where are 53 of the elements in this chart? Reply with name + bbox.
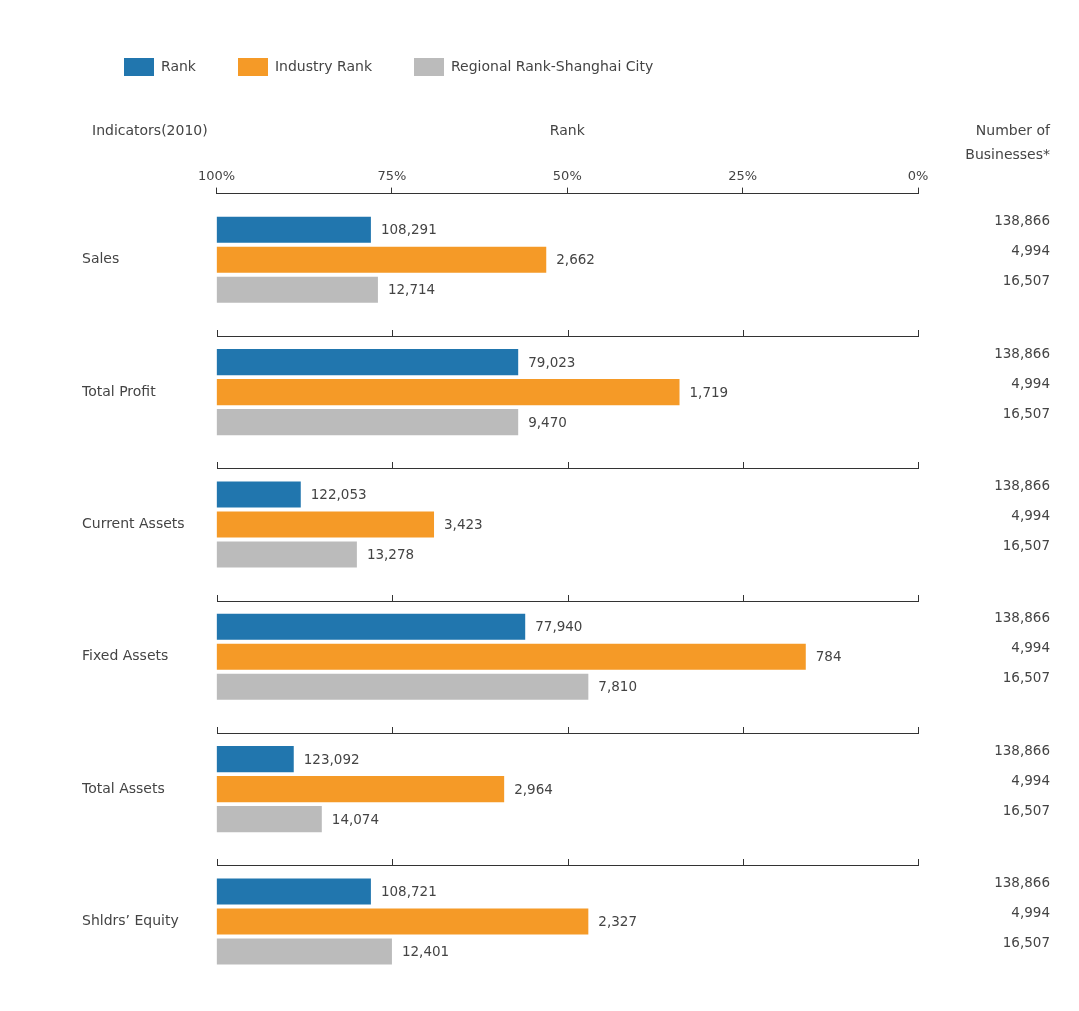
annotation: 2,327 — [598, 912, 637, 929]
annotation: 108,291 — [380, 221, 437, 238]
text: 4,994 — [1011, 506, 1050, 523]
annotation: 108,721 — [380, 882, 437, 899]
text: 138,866 — [994, 609, 1050, 626]
text: 16,507 — [1002, 669, 1050, 686]
y-tick-label: Total Assets — [81, 779, 165, 796]
text: 4,994 — [1011, 771, 1050, 788]
x-tick-label: 75% — [377, 168, 407, 184]
annotation: 2,662 — [556, 251, 595, 268]
text: 4,994 — [1011, 374, 1050, 391]
y-tick-label: Current Assets — [82, 515, 185, 532]
annotation: 123,092 — [303, 750, 360, 767]
x-tick-label: 100% — [198, 168, 236, 184]
x-axis-title: Rank — [549, 122, 586, 139]
annotation: 122,053 — [310, 485, 367, 502]
x-tick-label: 0% — [907, 168, 929, 184]
y2-axis-title: Number of Businesses* — [965, 122, 1052, 163]
text: 138,866 — [994, 476, 1050, 493]
text: 138,866 — [994, 741, 1050, 758]
x-tick-label: 50% — [552, 168, 582, 184]
text: 16,507 — [1002, 272, 1050, 289]
annotation: 784 — [815, 648, 842, 665]
annotation: 1,719 — [689, 383, 729, 400]
y-tick-label: Total Profit — [81, 382, 157, 399]
annotation: 7,810 — [598, 678, 637, 695]
legend-label: Regional Rank-Shanghai City — [451, 57, 654, 74]
annotation: 3,423 — [444, 515, 483, 532]
text: 4,994 — [1011, 242, 1050, 259]
annotation: 77,940 — [535, 618, 583, 635]
text: 138,866 — [994, 873, 1050, 890]
legend-label: Rank — [161, 57, 197, 74]
text: 4,994 — [1011, 639, 1050, 656]
legend-label: Industry Rank — [274, 57, 373, 74]
y-axis-title: Indicators(2010) — [92, 122, 208, 139]
annotation: 12,401 — [401, 942, 450, 959]
annotation: 2,964 — [514, 780, 553, 797]
y-tick-label: Shldrs’ Equity — [82, 912, 179, 929]
x-tick-label: 25% — [728, 168, 758, 184]
text: 138,866 — [994, 212, 1050, 229]
y-tick-label: Fixed Assets — [82, 647, 169, 664]
y-tick-label: Sales — [82, 250, 120, 267]
annotation: 13,278 — [366, 545, 415, 562]
text: 16,507 — [1002, 536, 1050, 553]
annotation: 79,023 — [528, 353, 576, 370]
text: 138,866 — [994, 344, 1050, 361]
text: 16,507 — [1002, 404, 1050, 421]
text: 16,507 — [1002, 933, 1050, 950]
annotation: 9,470 — [528, 413, 567, 430]
text: 16,507 — [1002, 801, 1050, 818]
annotation: 14,074 — [331, 810, 380, 827]
annotation: 12,714 — [387, 281, 436, 298]
text: 4,994 — [1011, 903, 1050, 920]
